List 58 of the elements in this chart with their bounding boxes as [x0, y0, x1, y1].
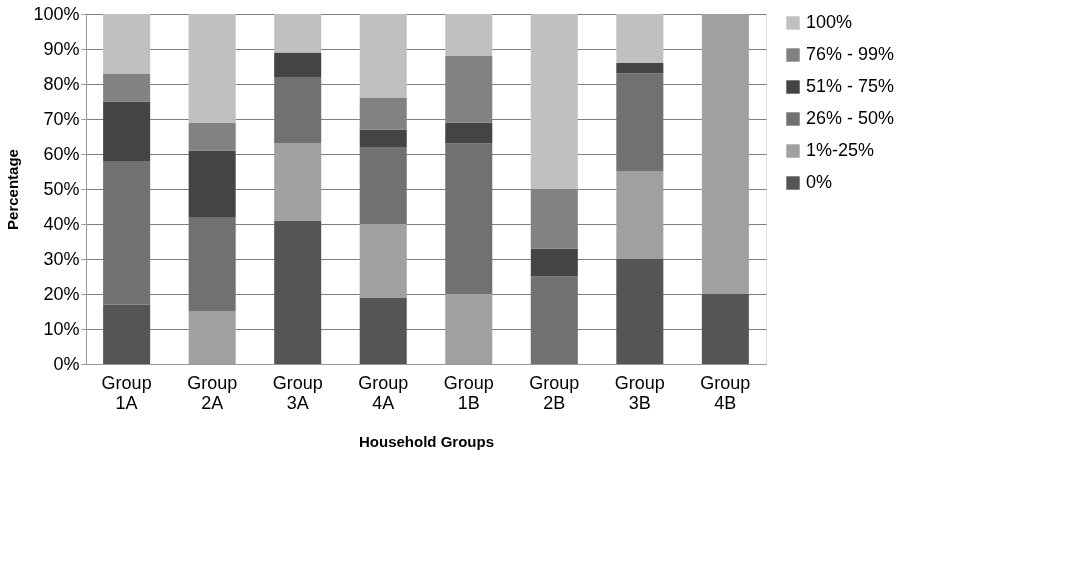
- bar: [103, 101, 151, 161]
- bar: [188, 217, 236, 312]
- bar: [359, 224, 407, 298]
- bar: [445, 14, 493, 56]
- y-tick-label: 100%: [33, 3, 80, 24]
- legend-label: 26% - 50%: [806, 108, 895, 128]
- x-tick-label: Group 4A: [358, 372, 409, 413]
- bar: [188, 150, 236, 217]
- y-tick-label: 90%: [43, 38, 80, 59]
- bar: [188, 122, 236, 151]
- legend-label: 51% - 75%: [806, 76, 895, 96]
- bar: [359, 147, 407, 224]
- bar: [274, 52, 322, 77]
- y-tick-label: 70%: [43, 108, 80, 129]
- bar: [274, 77, 322, 144]
- bar: [445, 122, 493, 144]
- x-tick-label: Group 4B: [700, 372, 751, 413]
- bar: [616, 171, 664, 259]
- bar: [530, 14, 578, 189]
- bar: [530, 276, 578, 364]
- y-tick-label: 30%: [43, 248, 80, 269]
- bar: [701, 294, 749, 364]
- legend-label: 76% - 99%: [806, 44, 895, 64]
- y-tick-label: 10%: [43, 318, 80, 339]
- x-tick-label: Group 1A: [101, 372, 152, 413]
- legend-label: 1%-25%: [806, 140, 875, 160]
- y-tick-label: 60%: [43, 143, 80, 164]
- bar: [445, 143, 493, 294]
- x-tick-label: Group 2A: [187, 372, 238, 413]
- bar: [616, 259, 664, 364]
- bar: [274, 14, 322, 53]
- bar: [616, 73, 664, 172]
- bar: [103, 14, 151, 74]
- bar: [530, 248, 578, 277]
- y-tick-label: 40%: [43, 213, 80, 234]
- x-tick-label: Group 3A: [272, 372, 323, 413]
- bar: [103, 161, 151, 305]
- bar: [616, 14, 664, 63]
- bar: [274, 143, 322, 221]
- x-tick-label: Group 3B: [614, 372, 665, 413]
- bar: [701, 14, 749, 294]
- y-axis-title: Percentage: [4, 149, 22, 230]
- y-tick-label: 50%: [43, 178, 80, 199]
- x-axis-title: Household Groups: [359, 432, 494, 450]
- bar: [616, 63, 664, 74]
- bar: [188, 14, 236, 123]
- x-tick-label: Group 1B: [443, 372, 494, 413]
- bar: [359, 297, 407, 364]
- y-tick-label: 20%: [43, 283, 80, 304]
- y-tick-label: 80%: [43, 73, 80, 94]
- y-tick-label: 0%: [53, 353, 80, 374]
- bar: [359, 14, 407, 98]
- bar: [274, 220, 322, 364]
- bar: [359, 129, 407, 147]
- legend-label: 100%: [806, 12, 853, 32]
- legend-label: 0%: [806, 172, 833, 192]
- bar: [103, 304, 151, 364]
- x-tick-label: Group 2B: [529, 372, 580, 413]
